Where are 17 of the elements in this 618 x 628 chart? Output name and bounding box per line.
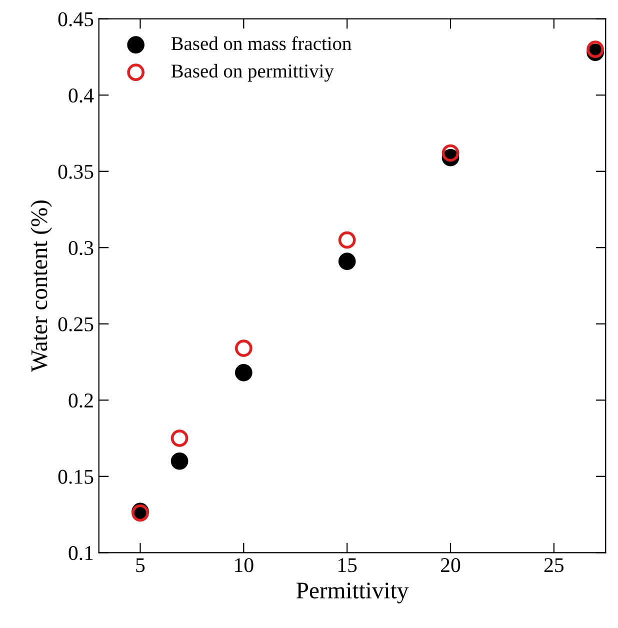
y-tick-label: 0.2 — [68, 394, 93, 408]
y-tick-label: 0.25 — [58, 317, 94, 332]
x-tick-label: 10 — [235, 558, 254, 572]
y-tick-label: 0.3 — [68, 240, 94, 256]
x-tick-label: 20 — [441, 558, 460, 572]
y-tick-label: 0.4 — [68, 88, 94, 103]
y-tick-label: 0.35 — [58, 164, 94, 179]
legend-label: Based on mass fraction — [171, 36, 352, 50]
x-tick-label: 25 — [544, 558, 564, 572]
x-axis-title: Permittivity — [296, 582, 409, 604]
y-axis-title: Water content (%) — [30, 200, 52, 372]
x-tick-label: 15 — [338, 558, 357, 572]
x-tick-label: 5 — [136, 558, 145, 572]
legend-label: Based on permittiviy — [171, 64, 334, 82]
y-tick-label: 0.1 — [68, 546, 93, 560]
y-tick-label: 0.15 — [58, 470, 94, 484]
y-tick-label: 0.45 — [58, 12, 94, 26]
